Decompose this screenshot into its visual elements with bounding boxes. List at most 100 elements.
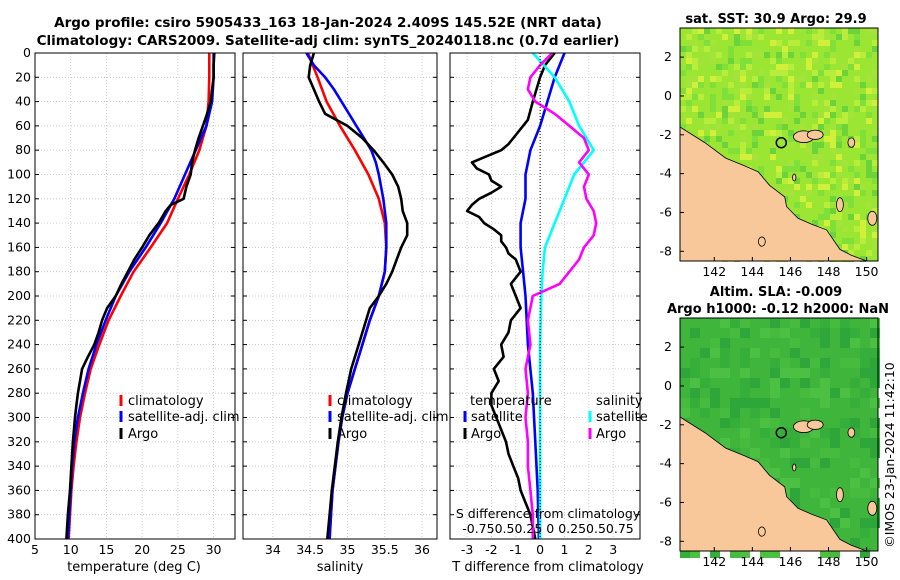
x-tick-label: -2 xyxy=(485,542,497,557)
map-cell xyxy=(782,52,788,58)
map-cell xyxy=(680,94,686,100)
map-cell xyxy=(854,40,860,46)
map-cell xyxy=(818,184,824,190)
map-cell xyxy=(840,328,850,338)
map-cell xyxy=(848,214,854,220)
map-cell xyxy=(854,34,860,40)
map-cell xyxy=(728,106,734,112)
map-cell xyxy=(788,130,794,136)
map-cell xyxy=(746,34,752,40)
map-cell xyxy=(764,52,770,58)
land-island xyxy=(792,173,797,182)
map-cell xyxy=(812,112,818,118)
map-cell xyxy=(698,76,704,82)
map-cell xyxy=(820,448,830,458)
legend-satellite: satellite-adj. clim xyxy=(337,410,449,425)
map-y-tick-label: 2 xyxy=(664,49,672,64)
map-cell xyxy=(740,388,750,398)
map-cell xyxy=(690,368,700,378)
map-cell xyxy=(848,238,854,244)
map-cell xyxy=(692,58,698,64)
y-tick-label: 260 xyxy=(7,361,31,376)
map-cell xyxy=(760,328,770,338)
map-cell xyxy=(854,88,860,94)
map-cell xyxy=(690,358,700,368)
map-x-tick-label: 148 xyxy=(817,264,841,279)
x-tick-label: 35.5 xyxy=(371,542,399,557)
map-cell xyxy=(842,202,848,208)
map-cell xyxy=(710,368,720,378)
map-cell xyxy=(750,448,760,458)
map-cell xyxy=(812,76,818,82)
map-cell xyxy=(830,160,836,166)
land-island xyxy=(806,129,824,140)
map-cell xyxy=(746,154,752,160)
map-cell xyxy=(850,458,860,468)
map-cell xyxy=(776,124,782,130)
map-cell xyxy=(686,64,692,70)
map-cell xyxy=(788,52,794,58)
map-x-tick-label: 142 xyxy=(702,554,726,569)
map-cell xyxy=(840,418,850,428)
map-cell xyxy=(770,328,780,338)
map-cell xyxy=(740,76,746,82)
map-cell xyxy=(830,178,836,184)
map-cell xyxy=(840,508,850,518)
map-cell xyxy=(728,46,734,52)
map-cell xyxy=(764,82,770,88)
map-cell xyxy=(824,64,830,70)
land-island xyxy=(836,197,844,213)
map-cell xyxy=(800,458,810,468)
difference-legend: temperature satellite Argo salinity sate… xyxy=(463,394,648,442)
map-cell xyxy=(806,28,812,34)
map-cell xyxy=(680,408,690,418)
map-cell xyxy=(848,64,854,70)
map-cell xyxy=(770,548,780,558)
map-cell xyxy=(824,136,830,142)
x-tick-label: 10 xyxy=(63,542,79,557)
map-cell xyxy=(700,408,710,418)
map-cell xyxy=(704,124,710,130)
map-cell xyxy=(836,244,842,250)
map-cell xyxy=(722,70,728,76)
legend-t-argo: Argo xyxy=(471,427,501,442)
map-cell xyxy=(730,328,740,338)
map-cell xyxy=(842,64,848,70)
map-cell xyxy=(770,318,780,328)
map-cell xyxy=(854,136,860,142)
y-tick-label: 340 xyxy=(7,458,31,473)
map-cell xyxy=(780,368,790,378)
map-cell xyxy=(806,64,812,70)
map-cell xyxy=(764,88,770,94)
map-cell xyxy=(836,154,842,160)
map-cell xyxy=(790,368,800,378)
map-cell xyxy=(842,130,848,136)
map-cell xyxy=(788,64,794,70)
map-cell xyxy=(710,40,716,46)
map-cell xyxy=(850,338,860,348)
map-cell xyxy=(872,40,878,46)
salinity-xlabel: salinity xyxy=(317,560,364,575)
map-cell xyxy=(776,76,782,82)
map-cell xyxy=(770,408,780,418)
map-cell xyxy=(836,70,842,76)
land-island xyxy=(758,526,766,537)
map-cell xyxy=(730,318,740,328)
map-cell xyxy=(812,178,818,184)
map-cell xyxy=(836,136,842,142)
map-cell xyxy=(690,378,700,388)
map-cell xyxy=(850,488,860,498)
map-cell xyxy=(866,148,872,154)
map-cell xyxy=(870,448,880,458)
map-x-tick-label: 144 xyxy=(740,264,764,279)
map-cell xyxy=(850,478,860,488)
map-cell xyxy=(860,136,866,142)
map-cell xyxy=(810,358,820,368)
map-cell xyxy=(746,106,752,112)
map-cell xyxy=(794,94,800,100)
map-cell xyxy=(790,318,800,328)
map-cell xyxy=(728,130,734,136)
map-cell xyxy=(872,190,878,196)
map-cell xyxy=(860,82,866,88)
map-cell xyxy=(830,208,836,214)
